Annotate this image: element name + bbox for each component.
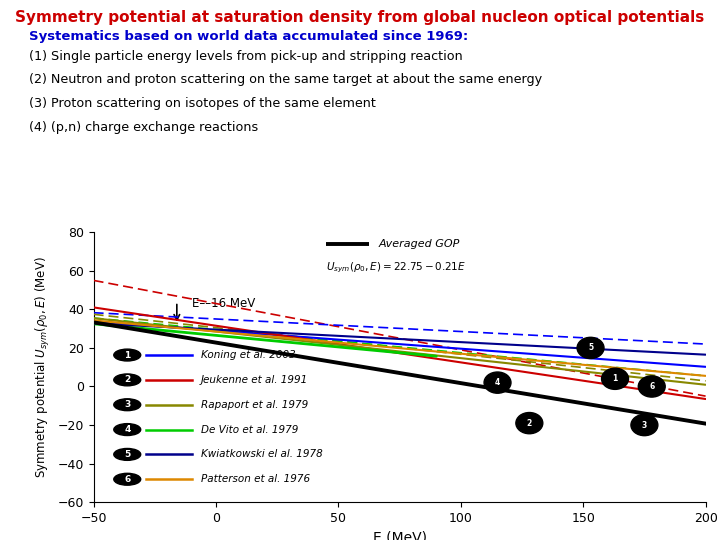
Text: 3: 3 xyxy=(642,421,647,429)
Circle shape xyxy=(484,372,511,393)
Circle shape xyxy=(577,338,604,359)
Text: $U_{sym}(\rho_0,E) = 22.75-0.21E$: $U_{sym}(\rho_0,E) = 22.75-0.21E$ xyxy=(326,261,466,275)
X-axis label: E (MeV): E (MeV) xyxy=(373,530,426,540)
Text: Jeukenne et al. 1991: Jeukenne et al. 1991 xyxy=(201,375,308,385)
Text: Patterson et al. 1976: Patterson et al. 1976 xyxy=(201,474,310,484)
Text: 3: 3 xyxy=(124,400,130,409)
Circle shape xyxy=(638,376,665,397)
Circle shape xyxy=(114,349,140,361)
Text: 5: 5 xyxy=(124,450,130,459)
Circle shape xyxy=(114,399,140,410)
Text: 2: 2 xyxy=(124,375,130,384)
Y-axis label: Symmetry potential $U_{sym}(\rho_0,E)$ (MeV): Symmetry potential $U_{sym}(\rho_0,E)$ (… xyxy=(34,256,52,478)
Text: (4) (p,n) charge exchange reactions: (4) (p,n) charge exchange reactions xyxy=(29,121,258,134)
Text: Rapaport et al. 1979: Rapaport et al. 1979 xyxy=(201,400,308,410)
Text: 1: 1 xyxy=(124,350,130,360)
Text: De Vito et al. 1979: De Vito et al. 1979 xyxy=(201,424,298,435)
Text: Systematics based on world data accumulated since 1969:: Systematics based on world data accumula… xyxy=(29,30,468,43)
Circle shape xyxy=(114,374,140,386)
Text: 5: 5 xyxy=(588,343,593,353)
Text: Kwiatkowski el al. 1978: Kwiatkowski el al. 1978 xyxy=(201,449,323,460)
Text: E––16 MeV: E––16 MeV xyxy=(192,297,255,310)
Text: (1) Single particle energy levels from pick-up and stripping reaction: (1) Single particle energy levels from p… xyxy=(29,50,462,63)
Text: (2) Neutron and proton scattering on the same target at about the same energy: (2) Neutron and proton scattering on the… xyxy=(29,73,542,86)
Circle shape xyxy=(601,368,629,389)
Text: 4: 4 xyxy=(124,425,130,434)
Circle shape xyxy=(516,413,543,434)
Text: Symmetry potential at saturation density from global nucleon optical potentials: Symmetry potential at saturation density… xyxy=(15,10,705,25)
Circle shape xyxy=(631,415,658,436)
Text: (3) Proton scattering on isotopes of the same element: (3) Proton scattering on isotopes of the… xyxy=(29,97,376,110)
Text: Averaged GOP: Averaged GOP xyxy=(378,239,459,249)
Text: 1: 1 xyxy=(613,374,618,383)
Text: 6: 6 xyxy=(649,382,654,391)
Circle shape xyxy=(114,473,140,485)
Text: 6: 6 xyxy=(124,475,130,484)
Text: 4: 4 xyxy=(495,378,500,387)
Text: Koning et al. 2003: Koning et al. 2003 xyxy=(201,350,295,360)
Circle shape xyxy=(114,448,140,460)
Circle shape xyxy=(114,423,140,435)
Text: 2: 2 xyxy=(527,418,532,428)
